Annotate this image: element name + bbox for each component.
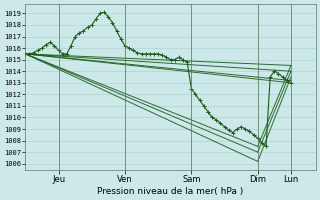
X-axis label: Pression niveau de la mer( hPa ): Pression niveau de la mer( hPa ) [98,187,244,196]
